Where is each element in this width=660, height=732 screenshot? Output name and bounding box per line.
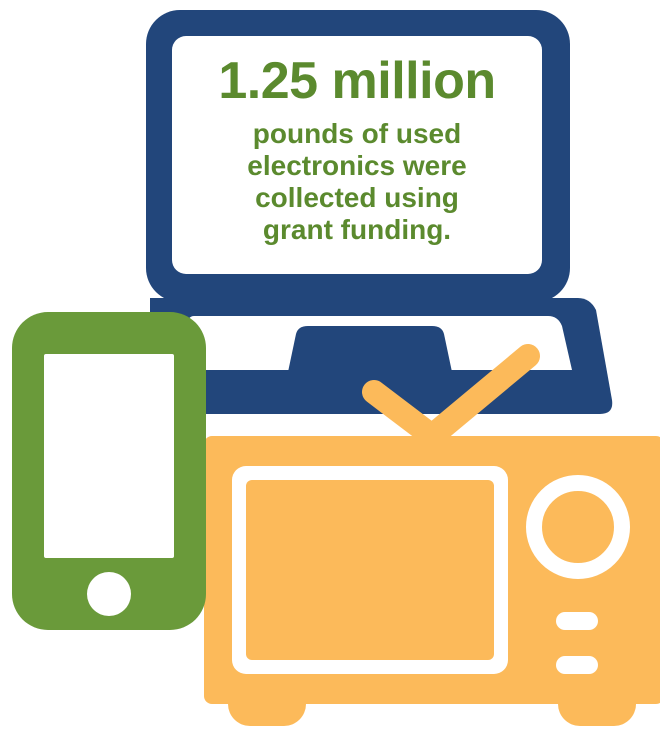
laptop-screen xyxy=(172,36,542,274)
caption-line: electronics were xyxy=(247,150,467,181)
television-icon xyxy=(204,344,660,726)
tv-dial xyxy=(526,475,630,579)
laptop-icon xyxy=(146,10,613,414)
phone-home-button xyxy=(87,572,131,616)
tv-button-top xyxy=(556,612,598,630)
stat-caption: pounds of used electronics were collecte… xyxy=(172,118,542,246)
headline-stat: 1.25 million xyxy=(218,52,496,110)
caption-line: pounds of used xyxy=(252,118,462,149)
tv-screen xyxy=(246,480,494,660)
smartphone-icon xyxy=(12,312,206,630)
phone-screen xyxy=(44,354,174,558)
caption-line: collected using xyxy=(255,182,459,213)
tv-antenna-left xyxy=(362,380,444,448)
caption-line: grant funding. xyxy=(262,214,452,245)
laptop-trackpad-notch xyxy=(288,326,452,372)
tv-button-bottom xyxy=(556,656,598,674)
tv-antenna-right xyxy=(420,344,540,448)
